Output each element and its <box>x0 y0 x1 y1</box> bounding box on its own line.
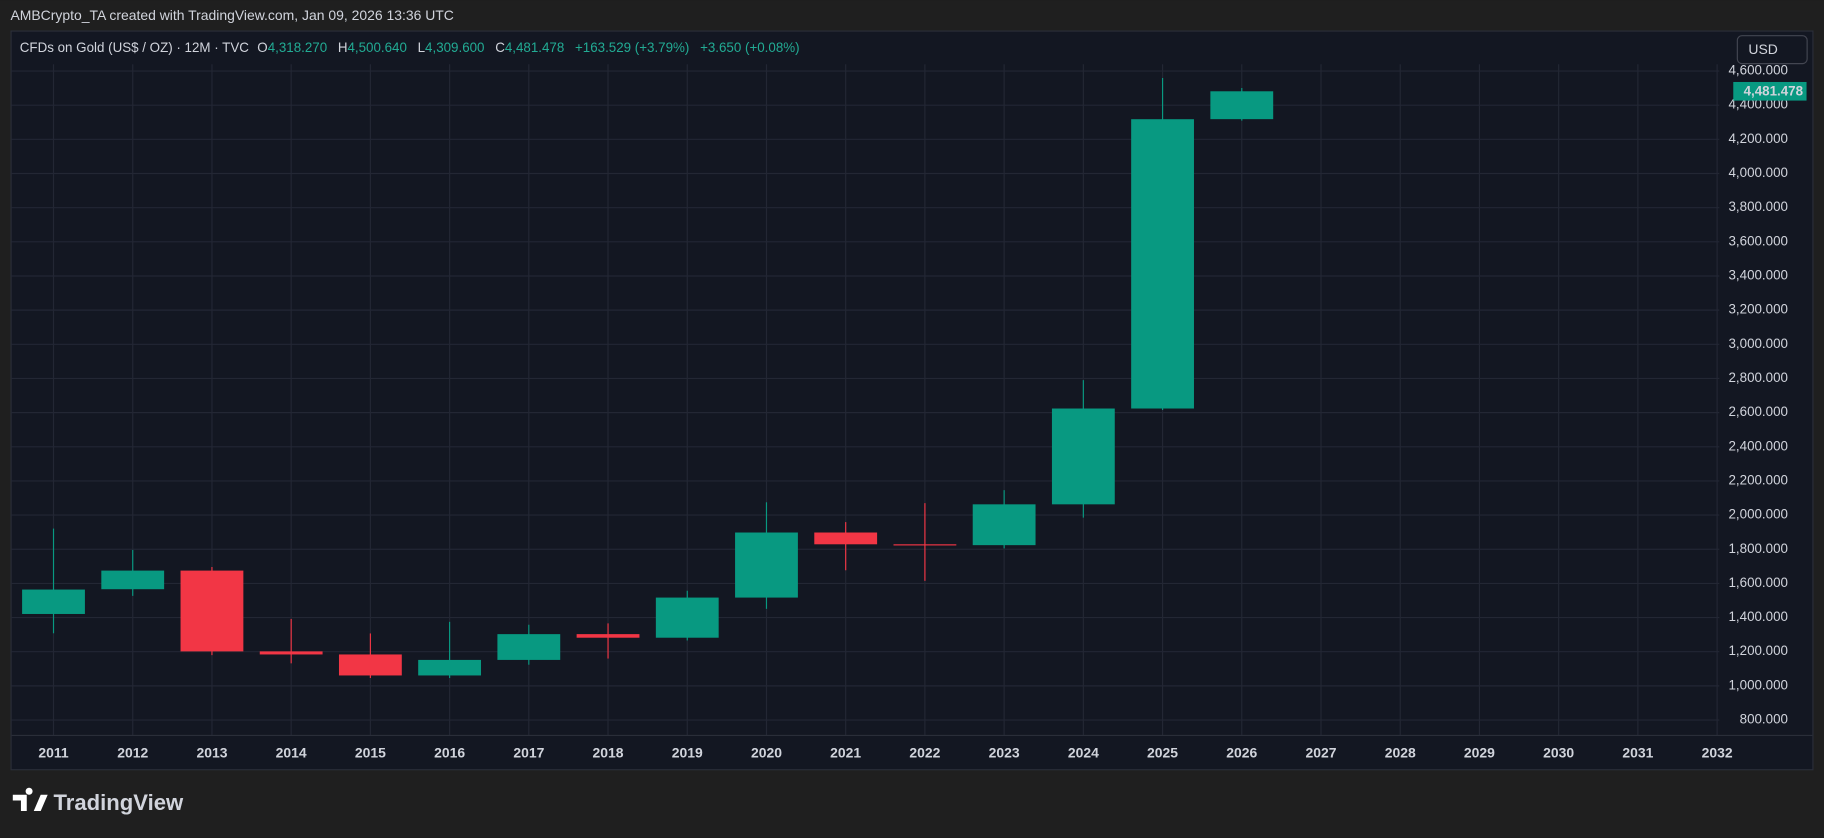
x-tick-label: 2016 <box>434 745 465 761</box>
legend-value: 4,500.640 <box>347 39 406 54</box>
y-tick-label: 800.000 <box>1740 712 1788 727</box>
x-tick-label: 2017 <box>513 745 544 761</box>
y-tick-label: 1,400.000 <box>1729 609 1788 624</box>
legend-key: C <box>495 39 505 54</box>
candle-body <box>497 634 561 660</box>
y-tick-label: 2,400.000 <box>1729 438 1788 453</box>
currency-button-frame[interactable] <box>1736 35 1808 65</box>
x-tick-label: 2013 <box>196 745 227 761</box>
y-tick-label: 2,600.000 <box>1729 404 1788 419</box>
x-tick-label: 2012 <box>117 745 148 761</box>
y-tick-label: 4,600.000 <box>1729 63 1788 78</box>
x-tick-label: 2032 <box>1702 745 1733 761</box>
y-tick-label: 3,600.000 <box>1729 233 1788 248</box>
legend-change: +163.529 (+3.79%) <box>575 39 689 54</box>
x-tick-label: 2029 <box>1464 745 1495 761</box>
x-tick-label: 2025 <box>1147 745 1178 761</box>
x-tick-label: 2014 <box>276 745 307 761</box>
y-tick-label: 1,200.000 <box>1729 643 1788 658</box>
legend-key: L <box>418 39 425 54</box>
brand-name[interactable]: TradingView <box>54 790 185 815</box>
x-tick-label: 2015 <box>355 745 386 761</box>
y-tick-label: 2,200.000 <box>1729 472 1788 487</box>
x-tick-label: 2024 <box>1068 745 1099 761</box>
y-tick-label: 1,800.000 <box>1729 541 1788 556</box>
y-tick-label: 3,000.000 <box>1729 336 1788 351</box>
legend-key: H <box>338 39 348 54</box>
candle-body <box>22 589 85 614</box>
candle-body <box>655 597 719 638</box>
candle-body <box>814 532 878 545</box>
y-tick-label: 4,000.000 <box>1729 165 1788 180</box>
brand-logo[interactable] <box>12 787 48 812</box>
legend-key: O <box>257 39 267 54</box>
legend-value: 4,309.600 <box>425 39 484 54</box>
candle-body <box>418 659 482 676</box>
x-tick-label: 2021 <box>830 745 861 761</box>
x-tick-label: 2018 <box>593 745 624 761</box>
x-tick-label: 2022 <box>909 745 940 761</box>
candle-body <box>735 532 798 598</box>
x-tick-label: 2028 <box>1385 745 1416 761</box>
x-tick-label: 2030 <box>1543 745 1574 761</box>
y-tick-label: 3,400.000 <box>1729 268 1788 283</box>
x-tick-label: 2019 <box>672 745 703 761</box>
legend-value: 4,481.478 <box>505 39 564 54</box>
y-tick-label: 3,800.000 <box>1729 199 1788 214</box>
x-tick-label: 2031 <box>1622 745 1653 761</box>
chart-panel <box>10 30 1814 771</box>
x-tick-label: 2023 <box>989 745 1020 761</box>
x-tick-label: 2020 <box>751 745 782 761</box>
y-tick-label: 2,000.000 <box>1729 507 1788 522</box>
candle-body <box>338 654 402 676</box>
legend-symbol: CFDs on Gold (US$ / OZ) · 12M · TVC <box>20 39 249 54</box>
last-price-box <box>1733 81 1807 101</box>
brand[interactable]: TradingView <box>12 787 185 815</box>
legend-extra: +3.650 (+0.08%) <box>700 39 800 54</box>
currency-button-label[interactable]: USD <box>1748 41 1777 57</box>
last-price-label: 4,481.478 <box>1744 83 1804 98</box>
y-tick-label: 3,200.000 <box>1729 302 1788 317</box>
candle-body <box>259 651 323 655</box>
x-tick-label: 2011 <box>38 745 68 761</box>
legend: CFDs on Gold (US$ / OZ) · 12M · TVC O4,3… <box>20 39 800 54</box>
x-tick-label: 2026 <box>1226 745 1257 761</box>
x-tick-label: 2027 <box>1305 745 1336 761</box>
candle-body <box>1131 119 1194 409</box>
legend-value: 4,318.270 <box>268 39 327 54</box>
y-tick-label: 2,800.000 <box>1729 370 1788 385</box>
plot: 2011 2012 2013 2014 2015 2016 2017 2018 2019 2020… <box>11 63 1813 761</box>
candle-body <box>1210 91 1274 120</box>
candle-body <box>180 570 244 652</box>
candle-body <box>1051 408 1115 505</box>
currency-button[interactable]: USD <box>1736 35 1808 65</box>
candle-body <box>972 504 1036 546</box>
header: AMBCrypto_TA created with TradingView.co… <box>10 7 453 23</box>
y-tick-label: 4,200.000 <box>1729 131 1788 146</box>
candle-body <box>576 634 640 638</box>
candle-body <box>893 544 957 546</box>
y-tick-label: 1,000.000 <box>1729 677 1788 692</box>
y-tick-label: 1,600.000 <box>1729 575 1788 590</box>
candle-body <box>101 570 165 590</box>
